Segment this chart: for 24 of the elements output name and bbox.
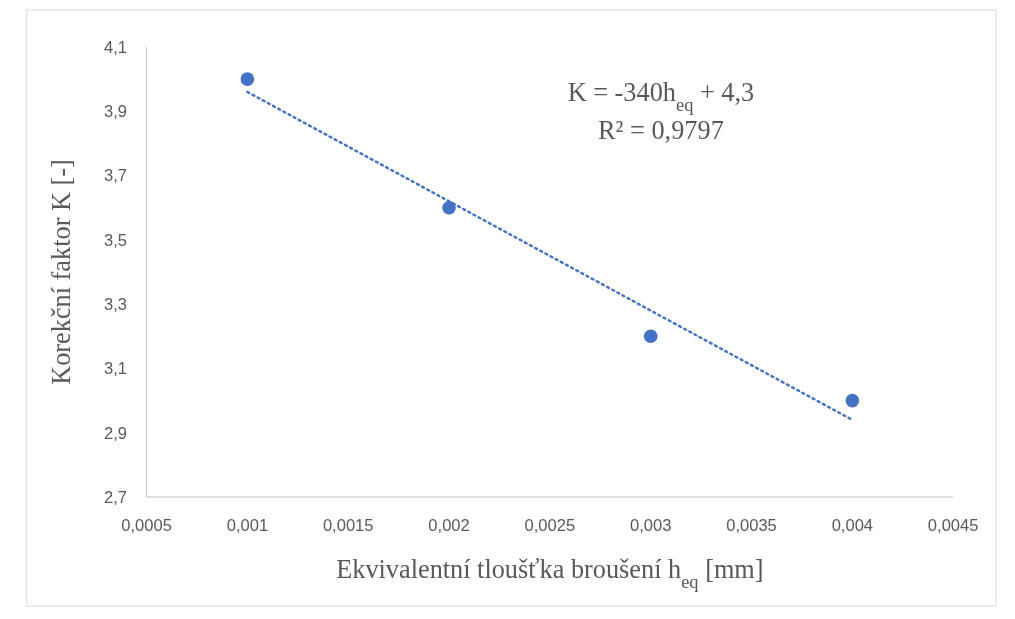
y-tick-label: 3,9 [104, 102, 128, 122]
y-tick-label: 3,7 [104, 166, 128, 186]
x-tick-label: 0,003 [629, 516, 672, 536]
point [845, 393, 860, 408]
x-tick-label: 0,0025 [524, 516, 576, 536]
y-tick-label: 3,3 [104, 294, 128, 314]
x-tick-label: 0,0005 [121, 516, 172, 536]
x-tick-label: 0,001 [226, 516, 269, 536]
annotation: K = -340h$_{eq}$ + 4,3 [567, 77, 755, 115]
y-tick-label: 3,1 [104, 359, 128, 379]
x-axis-title: Ekvivalentní tloušťka broušení h$_{eq}$ [mm] [336, 554, 764, 592]
x-tick-label: 0,0045 [927, 516, 979, 536]
x-tick-label: 0,0035 [726, 516, 777, 536]
y-axis-title: Korekční faktor K [-] [46, 159, 76, 385]
point [643, 329, 658, 344]
x-tick-label: 0,004 [831, 516, 874, 536]
x-tick-label: 0,0015 [322, 516, 374, 536]
x-tick-label: 0,002 [428, 516, 470, 536]
point [240, 72, 255, 86]
annotation: R² = 0,9797 [598, 116, 724, 146]
y-tick-label: 2,9 [104, 423, 128, 443]
y-tick-label: 3,5 [104, 230, 128, 250]
y-tick-label: 2,7 [104, 487, 128, 507]
y-tick-label: 4,1 [104, 37, 128, 57]
